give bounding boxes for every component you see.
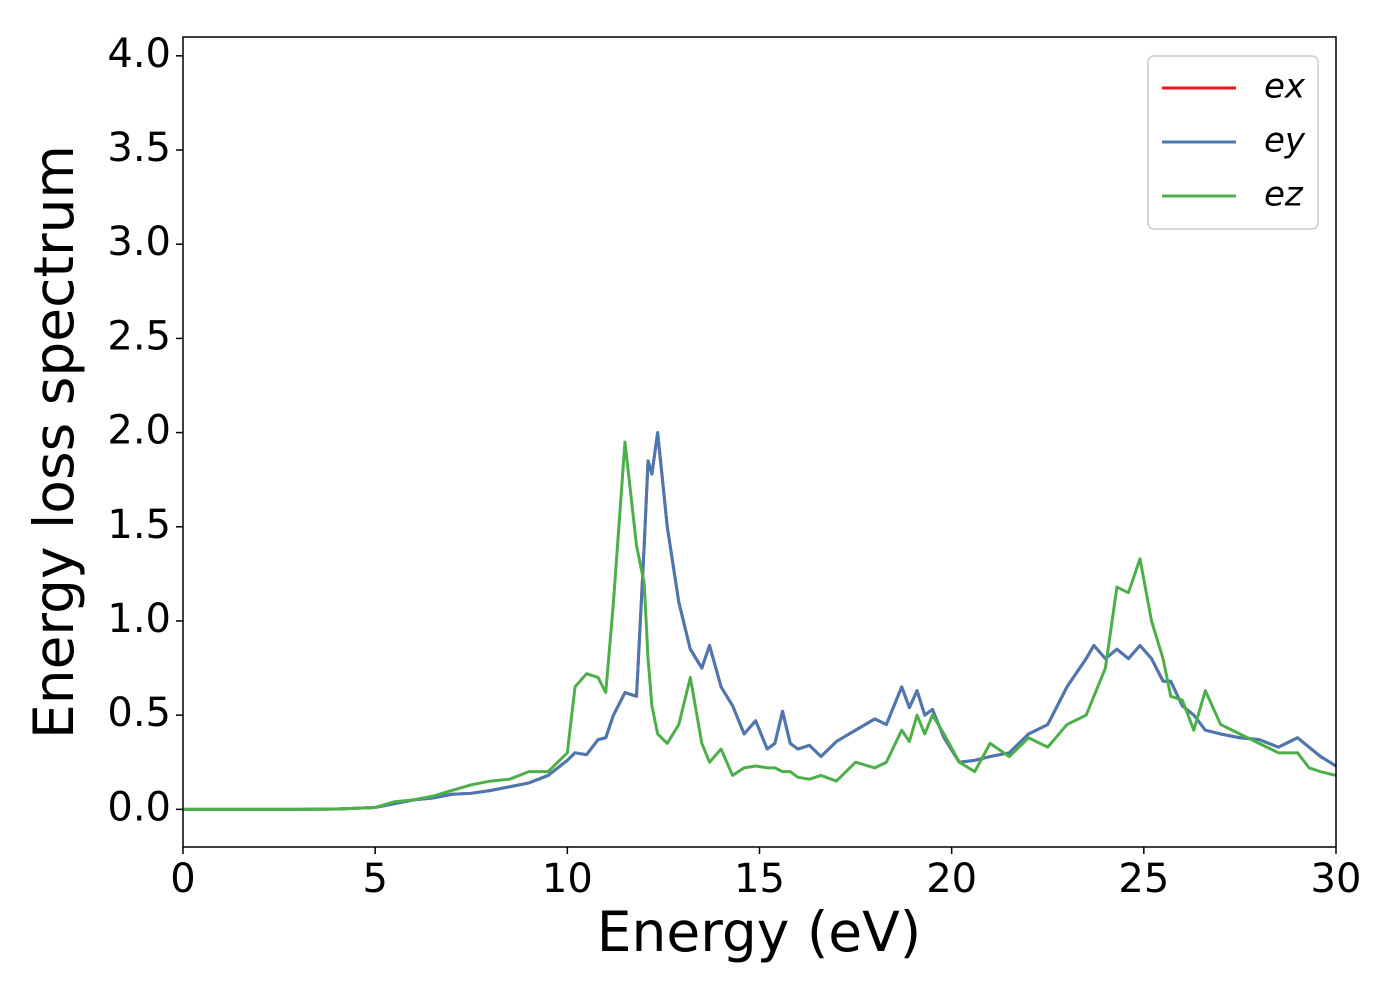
y-tick-label: 3.5 xyxy=(107,125,171,171)
line-series xyxy=(183,440,1337,811)
x-axis-label: Energy (eV) xyxy=(597,900,921,964)
x-tick-label: 20 xyxy=(926,856,977,902)
y-tick-label: 2.0 xyxy=(107,408,171,454)
y-tick-label: 3.0 xyxy=(107,219,171,265)
x-tick-label: 0 xyxy=(170,856,195,902)
x-tick-label: 25 xyxy=(1118,856,1169,902)
y-tick-label: 0.0 xyxy=(107,784,171,830)
line-series xyxy=(183,431,1337,811)
y-tick-label: 2.5 xyxy=(107,313,171,359)
x-tick-label: 5 xyxy=(362,856,387,902)
x-tick-label: 10 xyxy=(542,856,593,902)
legend-label: ez xyxy=(1264,175,1304,215)
axes-frame xyxy=(182,36,1337,848)
y-tick-label: 1.5 xyxy=(107,502,171,548)
legend-label: ex xyxy=(1264,67,1306,107)
y-tick-label: 4.0 xyxy=(107,31,171,77)
y-tick-label: 0.5 xyxy=(107,690,171,736)
y-tick-label: 1.0 xyxy=(107,596,171,642)
legend-label: ey xyxy=(1264,121,1306,161)
x-tick-label: 15 xyxy=(734,856,785,902)
x-tick-label: 30 xyxy=(1311,856,1362,902)
y-axis-label: Energy loss spectrum xyxy=(22,145,86,739)
line-series xyxy=(183,431,1337,811)
